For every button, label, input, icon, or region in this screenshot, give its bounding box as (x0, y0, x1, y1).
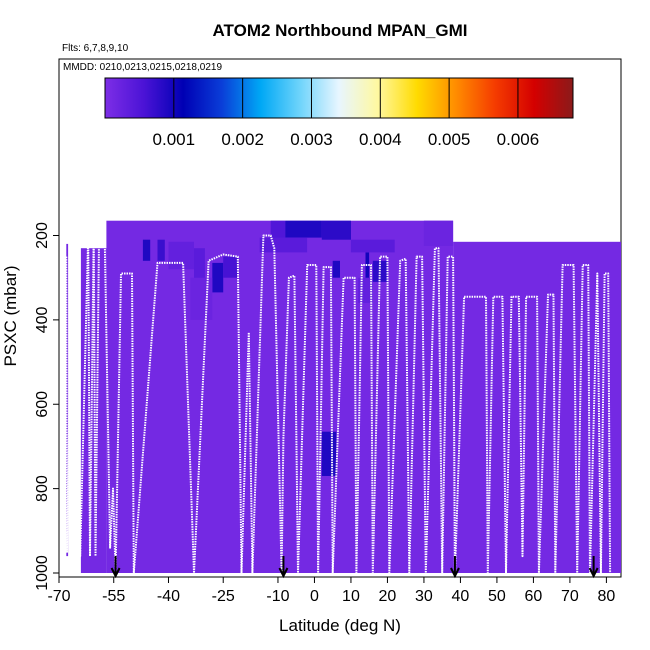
dates-note: MMDD: 0210,0213,0215,0218,0219 (63, 62, 222, 73)
x-tick-label-5: 0 (310, 588, 319, 605)
heatmap-cell-10 (190, 277, 213, 320)
x-tick-label-7: 20 (379, 588, 397, 605)
heatmap-cell-8 (212, 262, 224, 293)
x-tick-label-0: -70 (47, 588, 70, 605)
heatmap-cell-2 (106, 220, 454, 573)
heatmap-cells (66, 220, 621, 574)
x-tick-label-13: 80 (598, 588, 616, 605)
heatmap-cell-6 (168, 241, 194, 270)
arrow-marker-0 (110, 556, 121, 579)
x-tick-label-1: -55 (102, 588, 125, 605)
colorbar-ticks: 0.001 0.002 0.003 0.004 0.005 0.006 (153, 78, 540, 149)
colorbar-tick-label-0: 0.001 (153, 130, 196, 149)
colorbar-tick-label-1: 0.002 (221, 130, 264, 149)
heatmap-cell-16 (365, 252, 370, 282)
x-tick-label-3: -25 (212, 588, 235, 605)
heatmap-cell-17 (372, 260, 388, 282)
x-tick-label-9: 40 (452, 588, 470, 605)
y-tick-label-0: 200 (34, 222, 51, 249)
y-axis-label: PSXC (mbar) (1, 265, 20, 366)
y-tick-label-4: 1000 (34, 555, 51, 591)
heatmap-cell-20 (423, 220, 454, 246)
heatmap-cell-7 (194, 248, 205, 291)
flights-note: Flts: 6,7,8,9,10 (62, 43, 129, 54)
arrow-marker-2 (450, 556, 460, 579)
colorbar-gradient (104, 77, 574, 119)
arrow-marker-3 (588, 556, 599, 579)
heatmap-cell-14 (259, 237, 308, 253)
colorbar (104, 77, 574, 119)
chart-title: ATOM2 Northbound MPAN_GMI (213, 21, 468, 40)
x-tick-label-4: -10 (266, 588, 289, 605)
colorbar-tick-label-3: 0.004 (359, 130, 402, 149)
x-axis: -70 -55 -40 -25 -10 0 10 20 30 40 50 60 70 80 (47, 577, 615, 605)
heatmap-cell-5 (157, 239, 165, 261)
colorbar-tick-label-2: 0.003 (290, 130, 333, 149)
heatmap-cell-4 (142, 239, 151, 261)
x-tick-label-12: 70 (561, 588, 579, 605)
arrow-marker-1 (278, 556, 289, 579)
heatmap-cell-9 (223, 256, 238, 278)
y-tick-label-2: 600 (34, 391, 51, 418)
x-tick-label-8: 30 (415, 588, 433, 605)
x-tick-label-11: 60 (525, 588, 543, 605)
colorbar-tick-label-5: 0.006 (497, 130, 540, 149)
x-tick-label-10: 50 (488, 588, 506, 605)
y-tick-label-3: 800 (34, 475, 51, 502)
arrow-markers (110, 556, 599, 579)
x-axis-label: Latitude (deg N) (279, 616, 401, 635)
heatmap-cell-18 (350, 239, 395, 253)
y-axis: 200 400 600 800 1000 (34, 222, 59, 591)
heatmap-cell-12 (285, 220, 322, 238)
heatmap-cell-13 (321, 220, 351, 240)
x-tick-label-2: -40 (157, 588, 180, 605)
heatmap-cell-15 (332, 260, 340, 278)
y-tick-label-1: 400 (34, 306, 51, 333)
heatmap-cell-21 (321, 431, 337, 476)
heatmap-cell-19 (358, 277, 373, 303)
heatmap-cell-3 (453, 241, 621, 574)
colorbar-tick-label-4: 0.005 (428, 130, 471, 149)
x-tick-label-6: 10 (342, 588, 360, 605)
